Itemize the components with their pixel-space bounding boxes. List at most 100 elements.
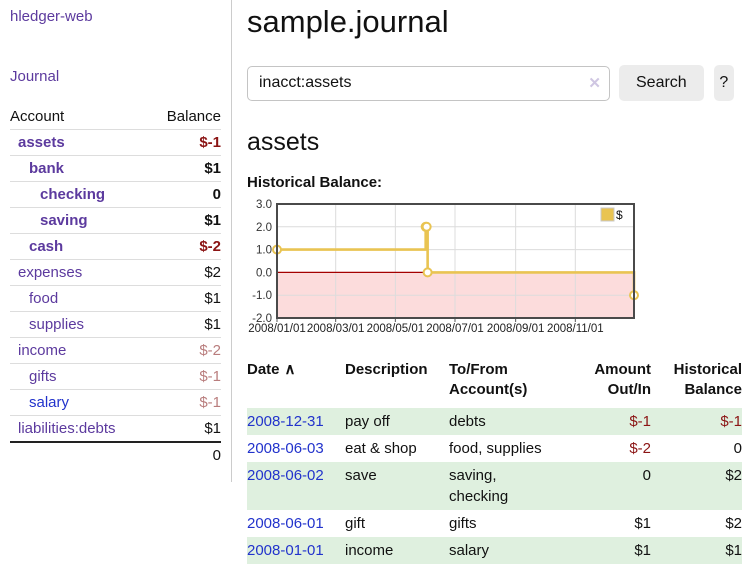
- transaction-date-link[interactable]: 2008-06-02: [247, 467, 324, 484]
- register-cell-balance: $1: [725, 542, 742, 559]
- account-balance: $1: [204, 290, 221, 307]
- brand-link[interactable]: hledger-web: [10, 8, 93, 25]
- accounts-total-spacer: [10, 442, 149, 468]
- account-balance: 0: [212, 186, 221, 203]
- register-header-amount: Amount Out/In: [594, 361, 651, 398]
- account-row: food $1: [10, 285, 221, 312]
- register-cell-date: 2008-06-02: [247, 462, 345, 510]
- chart-label: Historical Balance:: [247, 174, 383, 191]
- account-row: assets $-1: [10, 129, 221, 156]
- sidebar-nav: Journal: [10, 68, 221, 86]
- y-tick-label: 1.0: [256, 245, 272, 257]
- account-link-cash[interactable]: cash: [29, 238, 64, 255]
- app: hledger-web Journal Account Balance asse…: [0, 0, 742, 564]
- sidebar: hledger-web Journal Account Balance asse…: [0, 0, 232, 482]
- search-form: ✕ Search ?: [247, 65, 734, 101]
- search-input[interactable]: [247, 65, 610, 101]
- register-cell-date: 2008-12-31: [247, 408, 345, 435]
- accounts-header-account: Account: [10, 108, 65, 125]
- account-link-food[interactable]: food: [29, 290, 59, 307]
- account-row: cash $-2: [10, 233, 221, 260]
- data-point-marker: [421, 221, 432, 232]
- account-link-supplies[interactable]: supplies: [29, 316, 85, 333]
- register-cell-amount: $-2: [629, 440, 651, 457]
- sidebar-item-journal[interactable]: Journal: [10, 68, 60, 85]
- register-row: 2008-06-01 gift gifts $1 $2: [247, 510, 742, 537]
- historical-balance-chart: 2008/01/01 2008/03/01 2008/05/01 2008/07/01…: [247, 199, 734, 341]
- register-header-date-label: Date: [247, 361, 280, 378]
- account-balance: $1: [204, 316, 221, 333]
- account-row: supplies $1: [10, 311, 221, 338]
- help-button[interactable]: ?: [713, 65, 734, 101]
- accounts-table-header: Account Balance: [10, 105, 221, 130]
- search-button[interactable]: Search: [619, 65, 704, 101]
- chart-border: [276, 203, 635, 319]
- register-cell-date: 2008-06-01: [247, 510, 345, 537]
- account-row: gifts $-1: [10, 363, 221, 390]
- x-tick-label: 2008/05/01: [367, 323, 425, 335]
- register-header-balance: Historical Balance: [673, 361, 742, 398]
- y-tick-label: -1.0: [252, 290, 272, 302]
- register-cell-description: pay off: [345, 413, 390, 430]
- x-tick-label: 2008/03/01: [307, 323, 365, 335]
- accounts-total-row: 0: [10, 442, 221, 468]
- register-cell-date: 2008-01-01: [247, 537, 345, 564]
- register-header-accounts: To/From Account(s): [449, 361, 528, 398]
- register-cell-accounts: salary: [449, 542, 490, 559]
- register-cell-description: save: [345, 467, 377, 484]
- account-balance: $1: [204, 212, 221, 229]
- transaction-date-link[interactable]: 2008-12-31: [247, 413, 324, 430]
- clear-search-icon[interactable]: ✕: [588, 74, 601, 92]
- x-tick-label: 2008/01/01: [248, 323, 306, 335]
- chart-svg: 2008/01/01 2008/03/01 2008/05/01 2008/07/01…: [248, 199, 639, 335]
- account-row: checking 0: [10, 181, 221, 208]
- register-cell-balance: $2: [725, 467, 742, 484]
- transaction-date-link[interactable]: 2008-01-01: [247, 542, 324, 559]
- register-cell-description: gift: [345, 515, 366, 532]
- search-input-wrap: ✕: [247, 65, 610, 101]
- y-tick-label: 2.0: [256, 222, 272, 234]
- register-cell-description: eat & shop: [345, 440, 417, 457]
- register-table: Date ∧ Description To/From Account(s) Amo…: [247, 358, 742, 564]
- register-row: 2008-06-02 save saving, checking 0 $2: [247, 462, 742, 510]
- brand: hledger-web: [10, 8, 221, 26]
- register-row: 2008-01-01 income salary $1 $1: [247, 537, 742, 564]
- account-link-saving[interactable]: saving: [40, 212, 88, 229]
- data-point-marker: [422, 267, 433, 278]
- sort-asc-icon: ∧: [284, 361, 296, 378]
- account-link-checking[interactable]: checking: [40, 186, 106, 203]
- register-cell-date: 2008-06-03: [247, 435, 345, 462]
- x-tick-label: 2008/07/01: [426, 323, 484, 335]
- transaction-date-link[interactable]: 2008-06-03: [247, 440, 324, 457]
- account-link-assets[interactable]: assets: [18, 134, 65, 151]
- account-link-expenses[interactable]: expenses: [18, 264, 83, 281]
- main: sample.journal ✕ Search ? assets Histori…: [232, 0, 742, 564]
- account-balance: $-1: [199, 394, 221, 411]
- y-tick-label: 3.0: [256, 199, 272, 211]
- account-title: assets: [247, 128, 320, 156]
- legend-swatch: [600, 207, 615, 222]
- account-balance: $-1: [199, 368, 221, 385]
- account-link-bank[interactable]: bank: [29, 160, 65, 177]
- register-header-description: Description: [345, 361, 428, 378]
- register-cell-balance: 0: [733, 440, 742, 457]
- account-link-salary[interactable]: salary: [29, 394, 70, 411]
- y-tick-label: 0.0: [256, 267, 272, 279]
- register-cell-balance: $2: [725, 515, 742, 532]
- register-table-body: 2008-12-31 pay off debts $-1 $-1 2008-06-03 ea…: [247, 408, 742, 564]
- register-cell-accounts: gifts: [449, 515, 477, 532]
- account-link-liabilities-debts[interactable]: liabilities:debts: [18, 420, 116, 437]
- accounts-total-value: 0: [212, 447, 221, 464]
- register-cell-accounts: food, supplies: [449, 440, 542, 457]
- account-link-gifts[interactable]: gifts: [29, 368, 57, 385]
- register-cell-amount: $1: [634, 542, 651, 559]
- account-row: saving $1: [10, 207, 221, 234]
- accounts-header-balance: Balance: [166, 108, 221, 125]
- register-header-date[interactable]: Date ∧: [247, 358, 345, 408]
- transaction-date-link[interactable]: 2008-06-01: [247, 515, 324, 532]
- register-row: 2008-06-03 eat & shop food, supplies $-2 0: [247, 435, 742, 462]
- register-cell-balance: $-1: [720, 413, 742, 430]
- account-link-income[interactable]: income: [18, 342, 67, 359]
- account-balance: $-2: [199, 342, 221, 359]
- legend-label: $: [616, 208, 623, 222]
